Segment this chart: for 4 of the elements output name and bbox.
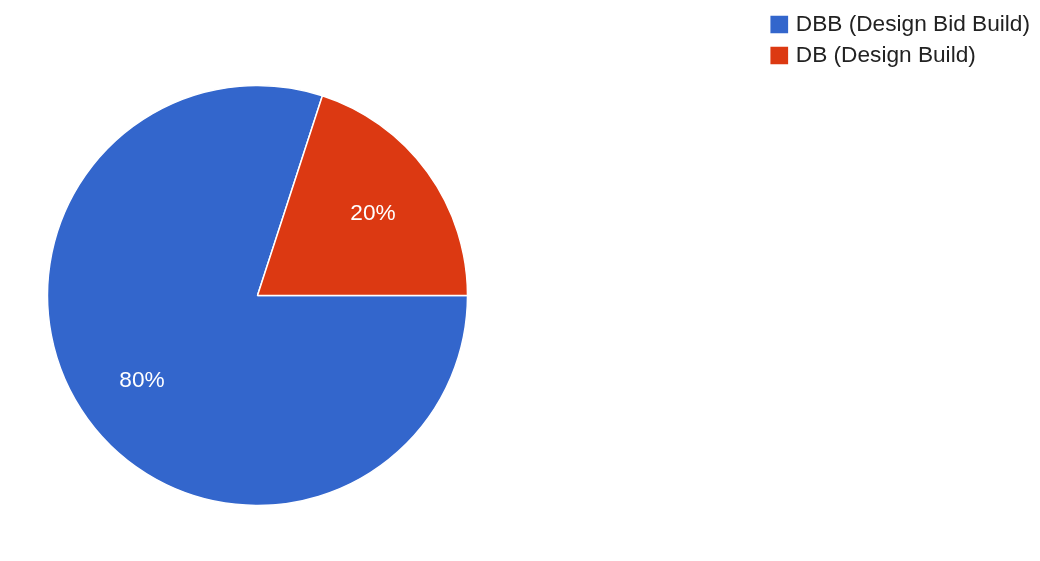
data-label: 20% <box>350 198 396 225</box>
legend-label: DBB (Design Bid Build) <box>795 10 1030 37</box>
legend-label: DB (Design Build) <box>795 41 976 68</box>
data-label: 80% <box>119 366 165 393</box>
